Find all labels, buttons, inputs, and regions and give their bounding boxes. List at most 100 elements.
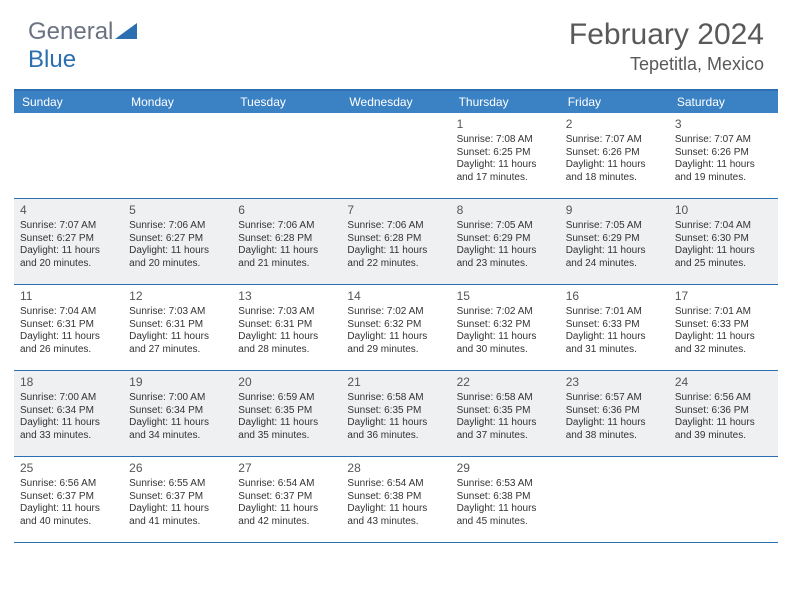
day-number: 5 <box>129 203 226 218</box>
cell-daylight: Daylight: 11 hours and 20 minutes. <box>20 245 117 270</box>
cell-daylight: Daylight: 11 hours and 19 minutes. <box>675 159 772 184</box>
day-number: 24 <box>675 375 772 390</box>
cell-sunrise: Sunrise: 6:56 AM <box>675 392 772 405</box>
cell-sunset: Sunset: 6:38 PM <box>347 491 444 504</box>
page-header: General Blue February 2024 Tepetitla, Me… <box>0 0 792 83</box>
cell-sunset: Sunset: 6:35 PM <box>347 405 444 418</box>
day-number: 2 <box>566 117 663 132</box>
cell-sunrise: Sunrise: 7:06 AM <box>129 220 226 233</box>
cell-sunrise: Sunrise: 7:05 AM <box>566 220 663 233</box>
cell-sunrise: Sunrise: 6:55 AM <box>129 478 226 491</box>
calendar-cell: 6Sunrise: 7:06 AMSunset: 6:28 PMDaylight… <box>232 199 341 285</box>
cell-daylight: Daylight: 11 hours and 34 minutes. <box>129 417 226 442</box>
cell-daylight: Daylight: 11 hours and 23 minutes. <box>457 245 554 270</box>
cell-daylight: Daylight: 11 hours and 21 minutes. <box>238 245 335 270</box>
cell-sunset: Sunset: 6:29 PM <box>457 233 554 246</box>
day-number: 4 <box>20 203 117 218</box>
calendar-cell: 8Sunrise: 7:05 AMSunset: 6:29 PMDaylight… <box>451 199 560 285</box>
cell-sunrise: Sunrise: 7:03 AM <box>238 306 335 319</box>
calendar-header-cell: Tuesday <box>232 91 341 113</box>
cell-sunrise: Sunrise: 7:07 AM <box>675 134 772 147</box>
day-number: 13 <box>238 289 335 304</box>
day-number: 17 <box>675 289 772 304</box>
cell-daylight: Daylight: 11 hours and 32 minutes. <box>675 331 772 356</box>
cell-daylight: Daylight: 11 hours and 31 minutes. <box>566 331 663 356</box>
cell-daylight: Daylight: 11 hours and 18 minutes. <box>566 159 663 184</box>
cell-daylight: Daylight: 11 hours and 41 minutes. <box>129 503 226 528</box>
cell-sunset: Sunset: 6:35 PM <box>238 405 335 418</box>
calendar-cell: 28Sunrise: 6:54 AMSunset: 6:38 PMDayligh… <box>341 457 450 543</box>
calendar-cell: 5Sunrise: 7:06 AMSunset: 6:27 PMDaylight… <box>123 199 232 285</box>
cell-sunset: Sunset: 6:33 PM <box>566 319 663 332</box>
cell-sunrise: Sunrise: 7:02 AM <box>457 306 554 319</box>
calendar-cell: 16Sunrise: 7:01 AMSunset: 6:33 PMDayligh… <box>560 285 669 371</box>
calendar-cell: 19Sunrise: 7:00 AMSunset: 6:34 PMDayligh… <box>123 371 232 457</box>
calendar-cell: 9Sunrise: 7:05 AMSunset: 6:29 PMDaylight… <box>560 199 669 285</box>
calendar-header-cell: Wednesday <box>341 91 450 113</box>
cell-daylight: Daylight: 11 hours and 35 minutes. <box>238 417 335 442</box>
day-number: 22 <box>457 375 554 390</box>
cell-daylight: Daylight: 11 hours and 39 minutes. <box>675 417 772 442</box>
day-number: 11 <box>20 289 117 304</box>
calendar-cell: 17Sunrise: 7:01 AMSunset: 6:33 PMDayligh… <box>669 285 778 371</box>
location-subtitle: Tepetitla, Mexico <box>569 54 764 75</box>
cell-sunset: Sunset: 6:34 PM <box>20 405 117 418</box>
calendar-cell: 15Sunrise: 7:02 AMSunset: 6:32 PMDayligh… <box>451 285 560 371</box>
cell-sunset: Sunset: 6:29 PM <box>566 233 663 246</box>
calendar-header-row: SundayMondayTuesdayWednesdayThursdayFrid… <box>14 91 778 113</box>
cell-daylight: Daylight: 11 hours and 40 minutes. <box>20 503 117 528</box>
cell-sunset: Sunset: 6:30 PM <box>675 233 772 246</box>
day-number: 23 <box>566 375 663 390</box>
cell-sunrise: Sunrise: 6:56 AM <box>20 478 117 491</box>
calendar-cell: 7Sunrise: 7:06 AMSunset: 6:28 PMDaylight… <box>341 199 450 285</box>
day-number: 19 <box>129 375 226 390</box>
calendar-cell: 3Sunrise: 7:07 AMSunset: 6:26 PMDaylight… <box>669 113 778 199</box>
cell-sunrise: Sunrise: 7:04 AM <box>20 306 117 319</box>
cell-sunrise: Sunrise: 6:58 AM <box>347 392 444 405</box>
day-number: 14 <box>347 289 444 304</box>
cell-daylight: Daylight: 11 hours and 27 minutes. <box>129 331 226 356</box>
cell-sunset: Sunset: 6:37 PM <box>20 491 117 504</box>
cell-daylight: Daylight: 11 hours and 42 minutes. <box>238 503 335 528</box>
calendar-cell: 10Sunrise: 7:04 AMSunset: 6:30 PMDayligh… <box>669 199 778 285</box>
cell-daylight: Daylight: 11 hours and 30 minutes. <box>457 331 554 356</box>
calendar-header-cell: Monday <box>123 91 232 113</box>
cell-sunrise: Sunrise: 6:54 AM <box>347 478 444 491</box>
cell-daylight: Daylight: 11 hours and 20 minutes. <box>129 245 226 270</box>
cell-daylight: Daylight: 11 hours and 38 minutes. <box>566 417 663 442</box>
day-number: 20 <box>238 375 335 390</box>
cell-daylight: Daylight: 11 hours and 26 minutes. <box>20 331 117 356</box>
cell-sunrise: Sunrise: 7:06 AM <box>347 220 444 233</box>
calendar-header-cell: Sunday <box>14 91 123 113</box>
day-number: 16 <box>566 289 663 304</box>
cell-sunrise: Sunrise: 7:07 AM <box>20 220 117 233</box>
month-title: February 2024 <box>569 18 764 52</box>
cell-sunset: Sunset: 6:38 PM <box>457 491 554 504</box>
calendar-header-cell: Friday <box>560 91 669 113</box>
calendar-cell: 14Sunrise: 7:02 AMSunset: 6:32 PMDayligh… <box>341 285 450 371</box>
cell-sunset: Sunset: 6:36 PM <box>566 405 663 418</box>
calendar-cell: 18Sunrise: 7:00 AMSunset: 6:34 PMDayligh… <box>14 371 123 457</box>
cell-sunrise: Sunrise: 7:07 AM <box>566 134 663 147</box>
logo-text-general: General <box>28 18 113 45</box>
calendar-cell <box>232 113 341 199</box>
cell-sunrise: Sunrise: 7:08 AM <box>457 134 554 147</box>
cell-sunset: Sunset: 6:35 PM <box>457 405 554 418</box>
calendar-cell <box>123 113 232 199</box>
day-number: 7 <box>347 203 444 218</box>
calendar-cell: 22Sunrise: 6:58 AMSunset: 6:35 PMDayligh… <box>451 371 560 457</box>
calendar: SundayMondayTuesdayWednesdayThursdayFrid… <box>14 89 778 543</box>
cell-sunrise: Sunrise: 7:04 AM <box>675 220 772 233</box>
cell-sunset: Sunset: 6:31 PM <box>20 319 117 332</box>
cell-sunrise: Sunrise: 7:03 AM <box>129 306 226 319</box>
calendar-cell: 25Sunrise: 6:56 AMSunset: 6:37 PMDayligh… <box>14 457 123 543</box>
cell-sunset: Sunset: 6:36 PM <box>675 405 772 418</box>
calendar-cell: 13Sunrise: 7:03 AMSunset: 6:31 PMDayligh… <box>232 285 341 371</box>
calendar-cell: 26Sunrise: 6:55 AMSunset: 6:37 PMDayligh… <box>123 457 232 543</box>
cell-daylight: Daylight: 11 hours and 36 minutes. <box>347 417 444 442</box>
calendar-cell: 27Sunrise: 6:54 AMSunset: 6:37 PMDayligh… <box>232 457 341 543</box>
calendar-header-cell: Saturday <box>669 91 778 113</box>
cell-sunrise: Sunrise: 7:00 AM <box>129 392 226 405</box>
cell-sunset: Sunset: 6:25 PM <box>457 147 554 160</box>
day-number: 28 <box>347 461 444 476</box>
